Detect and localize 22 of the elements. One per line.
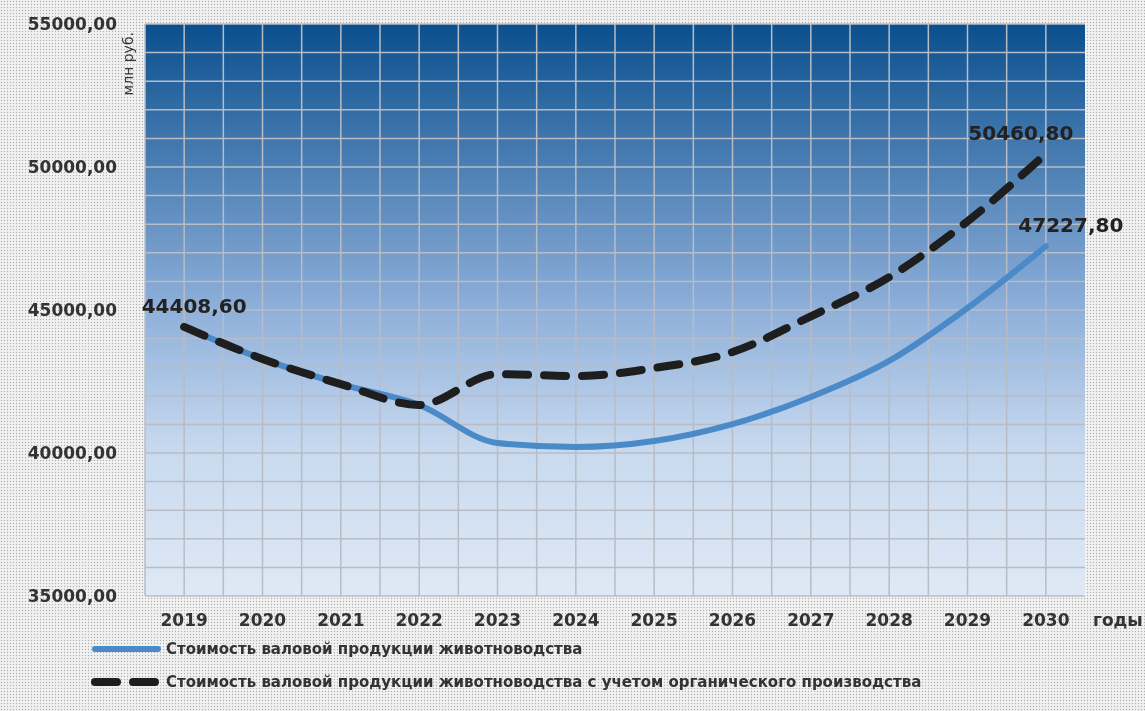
y-tick-label: 45000,00: [27, 299, 118, 320]
legend-label: Стоимость валовой продукции животноводства с учетом органического производства: [166, 673, 922, 692]
y-tick-label: 35000,00: [27, 585, 118, 606]
x-axis-title: годы: [1093, 610, 1143, 630]
x-tick-label: 2021: [317, 610, 365, 630]
x-tick-label: 2019: [160, 610, 208, 630]
y-axis-title: млн руб.: [120, 32, 136, 96]
x-tick-label: 2022: [395, 610, 443, 630]
y-tick-label: 50000,00: [27, 156, 118, 177]
x-tick-label: 2030: [1022, 610, 1070, 630]
x-tick-label: 2025: [630, 610, 678, 630]
x-tick-label: 2020: [238, 610, 287, 630]
x-tick-label: 2029: [943, 610, 992, 630]
data-label: 44408,60: [141, 293, 247, 318]
x-tick-label: 2024: [552, 610, 600, 630]
y-tick-label: 55000,00: [27, 13, 118, 34]
x-tick-label: 2028: [865, 610, 913, 630]
legend-label: Стоимость валовой продукции животноводства: [166, 640, 583, 659]
x-tick-label: 2026: [708, 610, 757, 630]
x-tick-label: 2027: [787, 610, 835, 630]
x-tick-label: 2023: [473, 610, 522, 630]
y-tick-label: 40000,00: [27, 442, 118, 463]
